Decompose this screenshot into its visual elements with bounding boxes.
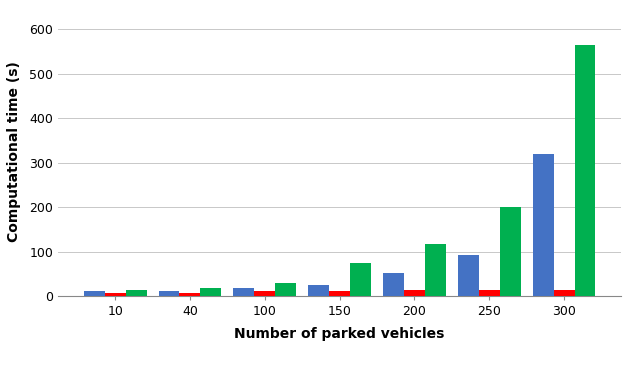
Bar: [404, 290, 425, 296]
Bar: [479, 290, 500, 296]
Bar: [458, 255, 479, 296]
Bar: [126, 290, 146, 296]
Bar: [180, 293, 200, 296]
Bar: [500, 207, 521, 296]
Bar: [329, 291, 350, 296]
Bar: [553, 290, 575, 296]
Bar: [234, 288, 254, 296]
Bar: [575, 45, 595, 296]
Bar: [105, 293, 126, 296]
Bar: [425, 244, 446, 296]
Bar: [350, 263, 371, 296]
Y-axis label: Computational time (s): Computational time (s): [7, 61, 21, 242]
X-axis label: Number of parked vehicles: Number of parked vehicles: [234, 327, 445, 341]
Bar: [275, 283, 296, 296]
Bar: [533, 154, 553, 296]
Bar: [84, 291, 105, 296]
Bar: [254, 291, 275, 296]
Bar: [308, 285, 329, 296]
Bar: [200, 288, 222, 296]
Bar: [158, 291, 180, 296]
Bar: [383, 273, 404, 296]
